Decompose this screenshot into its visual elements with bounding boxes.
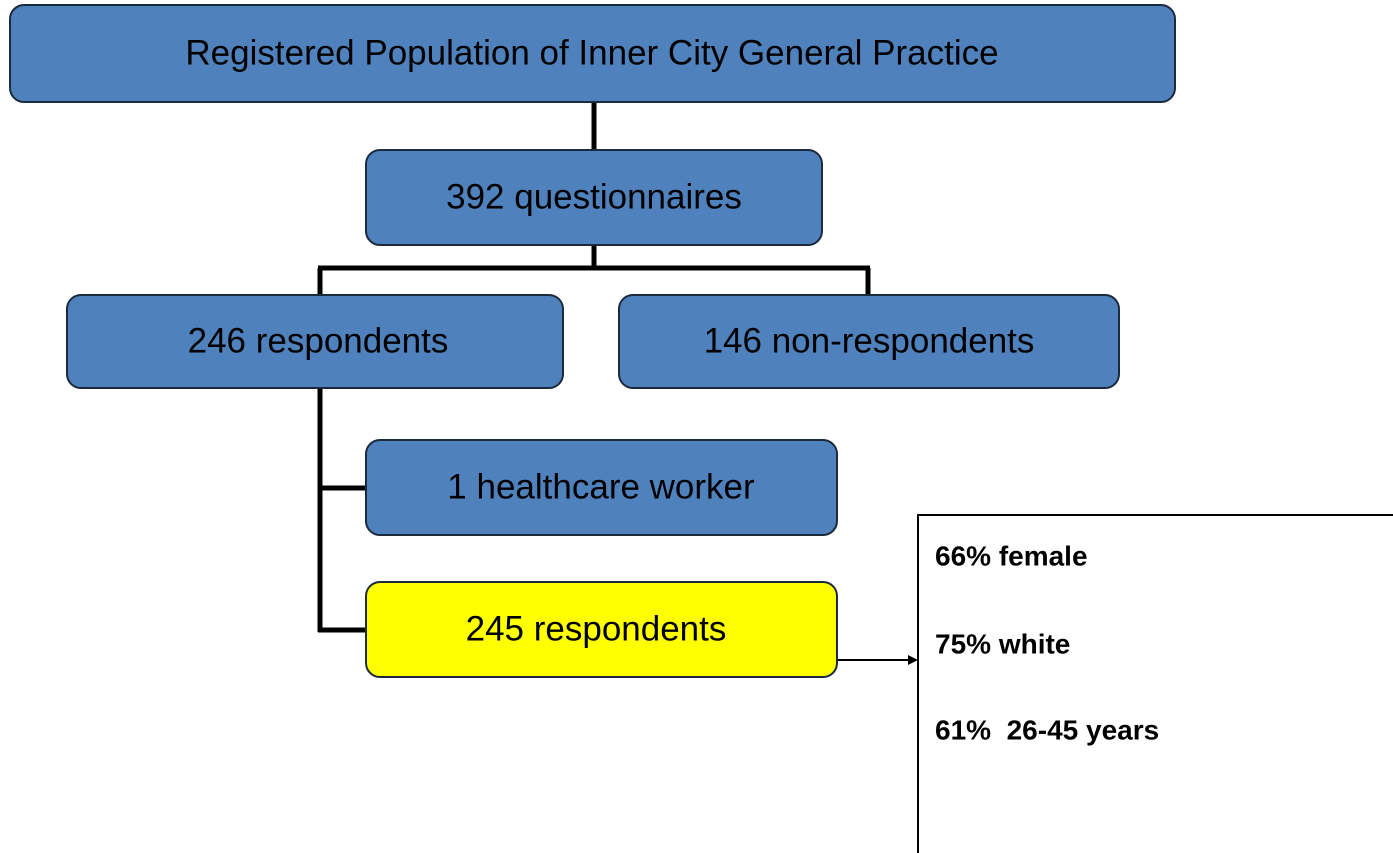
node-box	[365, 149, 823, 246]
node-box	[365, 581, 838, 678]
node: 392 questionnaires	[365, 149, 823, 246]
node-label: 392 questionnaires	[446, 177, 742, 216]
node-box	[365, 439, 838, 536]
node-label: 245 respondents	[466, 609, 727, 648]
info-box: 66% female 75% white 61% 26-45 years	[917, 514, 1393, 853]
info-line: 75% white	[935, 628, 1070, 659]
node-box	[66, 294, 564, 389]
connectors	[317, 102, 871, 633]
node: 245 respondents	[365, 581, 838, 678]
node: 246 respondents	[66, 294, 564, 389]
info-line: 61% 26-45 years	[935, 714, 1159, 745]
node-box	[9, 4, 1176, 103]
node: 1 healthcare worker	[365, 439, 838, 536]
node-box	[618, 294, 1120, 389]
node-label: 146 non-respondents	[704, 321, 1035, 360]
arrow-head	[908, 655, 918, 665]
info-line: 66% female	[935, 540, 1088, 571]
node-label: 1 healthcare worker	[447, 467, 755, 506]
node: Registered Population of Inner City Gene…	[9, 4, 1176, 103]
node-label: Registered Population of Inner City Gene…	[185, 33, 998, 72]
node: 146 non-respondents	[618, 294, 1120, 389]
node-label: 246 respondents	[188, 321, 449, 360]
info-box-frame	[917, 514, 1393, 853]
